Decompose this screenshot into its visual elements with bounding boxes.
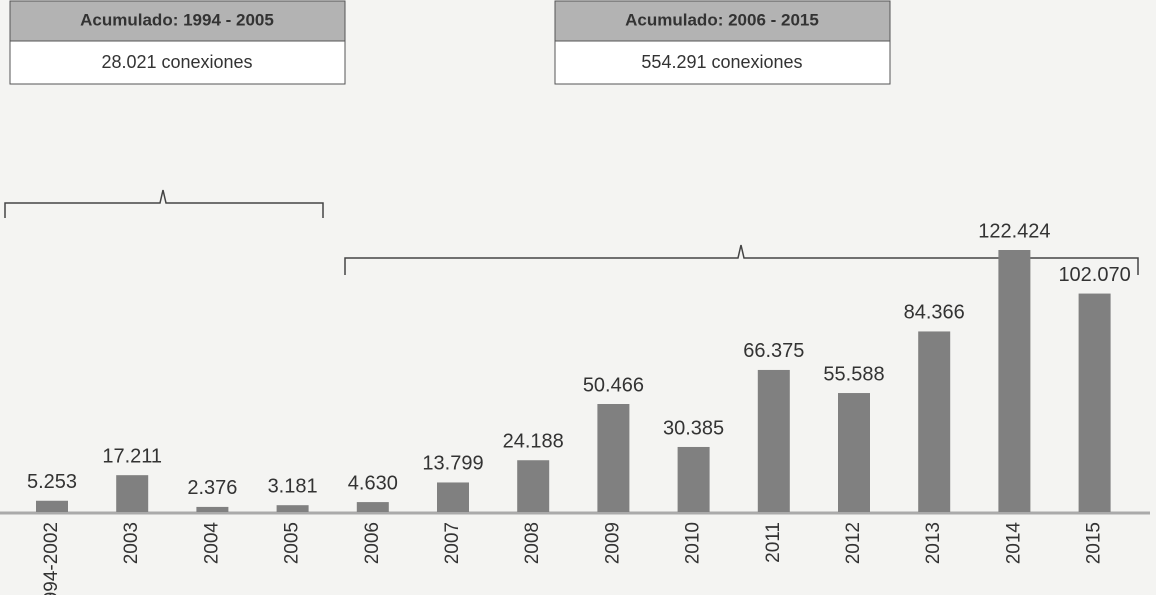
bar [677,446,710,512]
bar [517,460,550,512]
value-label: 3.181 [268,475,318,497]
value-label: 30.385 [663,417,724,439]
x-tick-label: 2008 [522,522,543,564]
value-label: 17.211 [102,445,162,467]
x-tick-label: 2005 [282,522,303,564]
x-tick-label: 2007 [442,522,463,564]
value-label: 66.375 [743,340,804,362]
bar [838,393,870,512]
value-label: 102.070 [1058,264,1130,286]
bar [116,475,149,512]
x-tick-label: 2015 [1084,522,1105,564]
bar [597,403,630,512]
bar [918,331,951,512]
x-tick-label: 2014 [1003,522,1024,565]
value-label: 13.799 [422,453,483,475]
bar [998,250,1031,512]
box-body [9,40,346,85]
x-tick-label: 2013 [923,522,944,564]
box-text: 28.021 conexiones [101,52,252,72]
x-tick-label: 2009 [602,522,623,564]
value-label: 4.630 [348,472,398,494]
value-label: 55.588 [823,363,884,385]
value-label: 84.366 [904,302,965,324]
x-tick-label: 2011 [763,522,784,563]
bar [356,502,389,512]
box-body [554,40,891,85]
value-label: 122.424 [978,220,1050,242]
x-tick-label: 1994-2002 [41,522,62,595]
box-title: Acumulado: 2006 - 2015 [625,10,819,29]
value-label: 24.188 [503,431,564,453]
x-tick-label: 2004 [201,522,222,565]
x-tick-label: 2012 [843,522,864,564]
value-label: 5.253 [27,471,77,493]
bracket [4,189,324,218]
value-label: 50.466 [583,374,644,396]
bar [196,506,229,512]
box-title: Acumulado: 1994 - 2005 [80,10,274,29]
x-tick-label: 2010 [683,522,704,564]
box-text: 554.291 conexiones [641,52,802,72]
x-tick-label: 2006 [362,522,383,564]
value-label: 2.376 [187,477,237,499]
box-header [554,0,891,42]
bar [36,500,68,512]
x-tick-label: 2003 [121,522,142,564]
bar [757,369,790,512]
bracket [344,244,1139,275]
bar [276,505,309,512]
box-header [9,0,346,42]
bar [1078,293,1111,512]
bar [437,482,469,512]
